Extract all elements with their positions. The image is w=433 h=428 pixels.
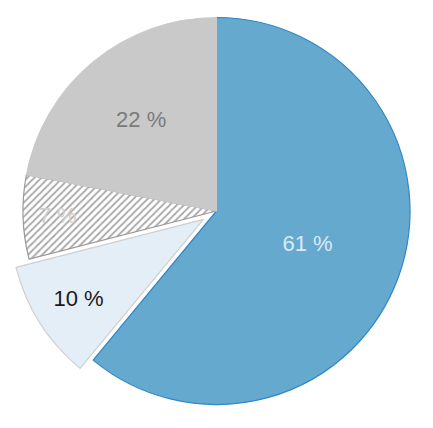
svg-text:10 %: 10 % <box>54 286 104 311</box>
svg-text:22 %: 22 % <box>116 107 166 132</box>
svg-text:61 %: 61 % <box>282 231 332 256</box>
svg-text:7 %: 7 % <box>39 203 77 228</box>
